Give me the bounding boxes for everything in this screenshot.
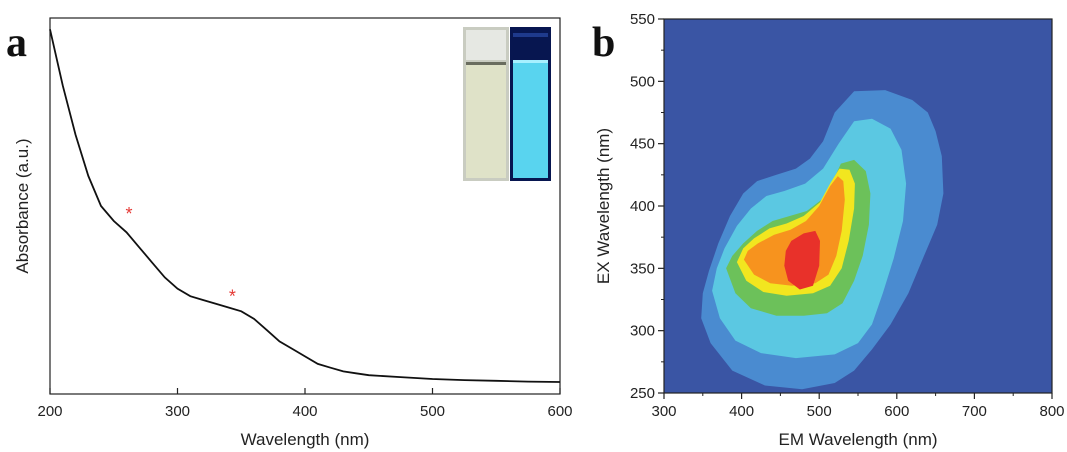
contour-level-6 <box>784 230 820 290</box>
peak-marker: * <box>229 286 236 306</box>
absorbance-x-tick-label: 400 <box>292 403 317 420</box>
eem-y-tick-label: 350 <box>630 260 655 277</box>
contour-level-5 <box>743 176 845 286</box>
peak-marker: * <box>126 204 133 224</box>
right-cuvette-solution <box>513 62 548 178</box>
absorbance-x-tick-label: 200 <box>37 403 62 420</box>
eem-y-tick-label: 250 <box>630 385 655 402</box>
eem-x-tick-label: 500 <box>807 403 832 420</box>
eem-y-axis-label: EX Wavelength (nm) <box>594 128 613 284</box>
eem-x-tick-label: 800 <box>1039 403 1064 420</box>
left-cuvette-solution <box>466 64 506 178</box>
excitation-emission-map: 300 400 500 600 700 800 250300350400450500550… <box>594 11 1065 449</box>
eem-x-tick-label: 600 <box>884 403 909 420</box>
panel-b-letter: b <box>592 20 615 66</box>
eem-y-tick-label: 300 <box>630 323 655 340</box>
absorbance-curve <box>49 29 561 383</box>
absorbance-x-tick-label: 300 <box>165 403 190 420</box>
eem-x-tick-label: 700 <box>962 403 987 420</box>
eem-x-tick-label: 400 <box>729 403 754 420</box>
absorbance-y-axis-label: Absorbance (a.u.) <box>13 138 32 273</box>
eem-x-axis-label: EM Wavelength (nm) <box>778 430 937 449</box>
right-cuvette-meniscus <box>513 60 548 63</box>
eem-y-tick-label: 500 <box>630 73 655 90</box>
cuvette-photo-inset <box>463 27 551 181</box>
left-cuvette-cap <box>466 30 506 60</box>
eem-y-tick-label: 450 <box>630 136 655 153</box>
left-cuvette-meniscus <box>466 62 506 65</box>
panel-a-letter: a <box>6 20 27 66</box>
eem-y-tick-label: 400 <box>630 198 655 215</box>
absorbance-chart: 200 300 400 500 600 * * Wavelength (nm) Absor… <box>13 17 573 449</box>
absorbance-x-tick-label: 600 <box>547 403 572 420</box>
absorbance-x-axis-label: Wavelength (nm) <box>241 430 370 449</box>
eem-x-tick-label: 300 <box>651 403 676 420</box>
absorbance-x-tick-label: 500 <box>420 403 445 420</box>
right-cuvette-rim <box>513 33 548 37</box>
eem-y-tick-label: 550 <box>630 11 655 28</box>
